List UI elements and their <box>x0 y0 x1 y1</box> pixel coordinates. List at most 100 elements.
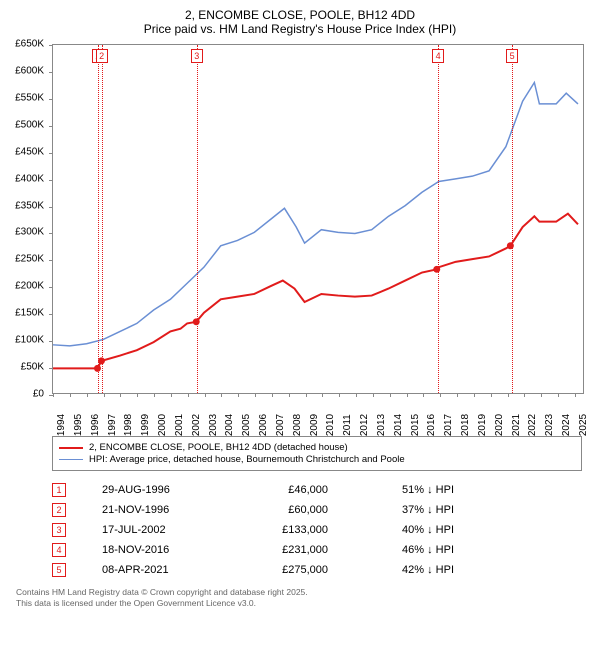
x-axis-label: 1999 <box>140 414 151 436</box>
event-price: £231,000 <box>248 544 328 556</box>
x-tick <box>289 393 290 397</box>
event-diff: 42% ↓ HPI <box>364 564 454 576</box>
x-tick <box>339 393 340 397</box>
y-tick <box>49 99 53 100</box>
y-tick <box>49 260 53 261</box>
event-badge: 4 <box>52 543 66 557</box>
x-axis-label: 2018 <box>460 414 471 436</box>
x-axis-label: 2025 <box>578 414 589 436</box>
plot-area: 1994199519961997199819992000200120022003… <box>52 44 584 394</box>
y-axis-label: £350K <box>10 200 48 211</box>
y-axis-label: £450K <box>10 146 48 157</box>
x-tick <box>322 393 323 397</box>
x-tick <box>171 393 172 397</box>
x-axis-label: 2020 <box>494 414 505 436</box>
x-axis-label: 1997 <box>107 414 118 436</box>
x-axis-label: 2013 <box>376 414 387 436</box>
x-tick <box>70 393 71 397</box>
event-line <box>102 45 103 393</box>
x-tick <box>407 393 408 397</box>
event-date: 08-APR-2021 <box>102 564 212 576</box>
event-badge: 2 <box>52 503 66 517</box>
event-line <box>512 45 513 393</box>
x-axis-label: 2021 <box>511 414 522 436</box>
x-tick <box>120 393 121 397</box>
legend-label: HPI: Average price, detached house, Bour… <box>89 454 405 465</box>
y-axis-label: £50K <box>10 362 48 373</box>
legend-label: 2, ENCOMBE CLOSE, POOLE, BH12 4DD (detac… <box>89 442 348 453</box>
event-row: 221-NOV-1996£60,00037% ↓ HPI <box>52 503 578 517</box>
y-axis-label: £200K <box>10 281 48 292</box>
y-axis-label: £650K <box>10 39 48 50</box>
event-diff: 46% ↓ HPI <box>364 544 454 556</box>
y-tick <box>49 126 53 127</box>
series-price_paid <box>53 214 578 369</box>
title-area: 2, ENCOMBE CLOSE, POOLE, BH12 4DD Price … <box>10 8 590 36</box>
events-table: 129-AUG-1996£46,00051% ↓ HPI221-NOV-1996… <box>52 483 578 577</box>
footer: Contains HM Land Registry data © Crown c… <box>16 587 590 608</box>
x-tick <box>53 393 54 397</box>
x-axis-label: 2001 <box>174 414 185 436</box>
event-marker-box: 4 <box>432 49 444 63</box>
event-row: 508-APR-2021£275,00042% ↓ HPI <box>52 563 578 577</box>
y-tick <box>49 207 53 208</box>
event-price: £275,000 <box>248 564 328 576</box>
sale-point <box>433 266 440 273</box>
x-axis-label: 2011 <box>342 414 353 436</box>
x-tick <box>188 393 189 397</box>
x-tick <box>238 393 239 397</box>
y-axis-label: £150K <box>10 308 48 319</box>
x-axis-label: 2006 <box>258 414 269 436</box>
x-axis-label: 1998 <box>123 414 134 436</box>
y-tick <box>49 233 53 234</box>
y-axis-label: £500K <box>10 119 48 130</box>
legend-item: HPI: Average price, detached house, Bour… <box>59 454 575 465</box>
chart-subtitle: Price paid vs. HM Land Registry's House … <box>10 22 590 36</box>
event-badge: 1 <box>52 483 66 497</box>
x-tick <box>390 393 391 397</box>
y-tick <box>49 341 53 342</box>
x-axis-label: 2005 <box>241 414 252 436</box>
x-tick <box>457 393 458 397</box>
event-date: 18-NOV-2016 <box>102 544 212 556</box>
x-axis-label: 2003 <box>208 414 219 436</box>
x-tick <box>474 393 475 397</box>
x-axis-label: 2010 <box>325 414 336 436</box>
x-axis-label: 2015 <box>410 414 421 436</box>
event-diff: 37% ↓ HPI <box>364 504 454 516</box>
event-diff: 51% ↓ HPI <box>364 484 454 496</box>
y-tick <box>49 45 53 46</box>
x-tick <box>491 393 492 397</box>
x-tick <box>154 393 155 397</box>
x-axis-label: 1994 <box>56 414 67 436</box>
x-axis-label: 1995 <box>73 414 84 436</box>
x-tick <box>558 393 559 397</box>
event-line <box>98 45 99 393</box>
x-axis-label: 2009 <box>309 414 320 436</box>
y-axis-label: £550K <box>10 92 48 103</box>
x-tick <box>373 393 374 397</box>
y-tick <box>49 368 53 369</box>
x-tick <box>104 393 105 397</box>
x-axis-label: 2007 <box>275 414 286 436</box>
event-marker-box: 5 <box>506 49 518 63</box>
footer-line2: This data is licensed under the Open Gov… <box>16 598 590 609</box>
y-tick <box>49 180 53 181</box>
x-axis-label: 2002 <box>191 414 202 436</box>
legend-item: 2, ENCOMBE CLOSE, POOLE, BH12 4DD (detac… <box>59 442 575 453</box>
x-tick <box>87 393 88 397</box>
x-tick <box>356 393 357 397</box>
event-price: £60,000 <box>248 504 328 516</box>
y-axis-label: £600K <box>10 65 48 76</box>
legend-swatch <box>59 447 83 449</box>
x-axis-label: 1996 <box>90 414 101 436</box>
x-axis-label: 2012 <box>359 414 370 436</box>
chart-title: 2, ENCOMBE CLOSE, POOLE, BH12 4DD <box>10 8 590 22</box>
y-axis-label: £100K <box>10 335 48 346</box>
event-row: 317-JUL-2002£133,00040% ↓ HPI <box>52 523 578 537</box>
event-badge: 3 <box>52 523 66 537</box>
legend-swatch <box>59 459 83 461</box>
legend: 2, ENCOMBE CLOSE, POOLE, BH12 4DD (detac… <box>52 436 582 471</box>
x-tick <box>575 393 576 397</box>
footer-line1: Contains HM Land Registry data © Crown c… <box>16 587 590 598</box>
